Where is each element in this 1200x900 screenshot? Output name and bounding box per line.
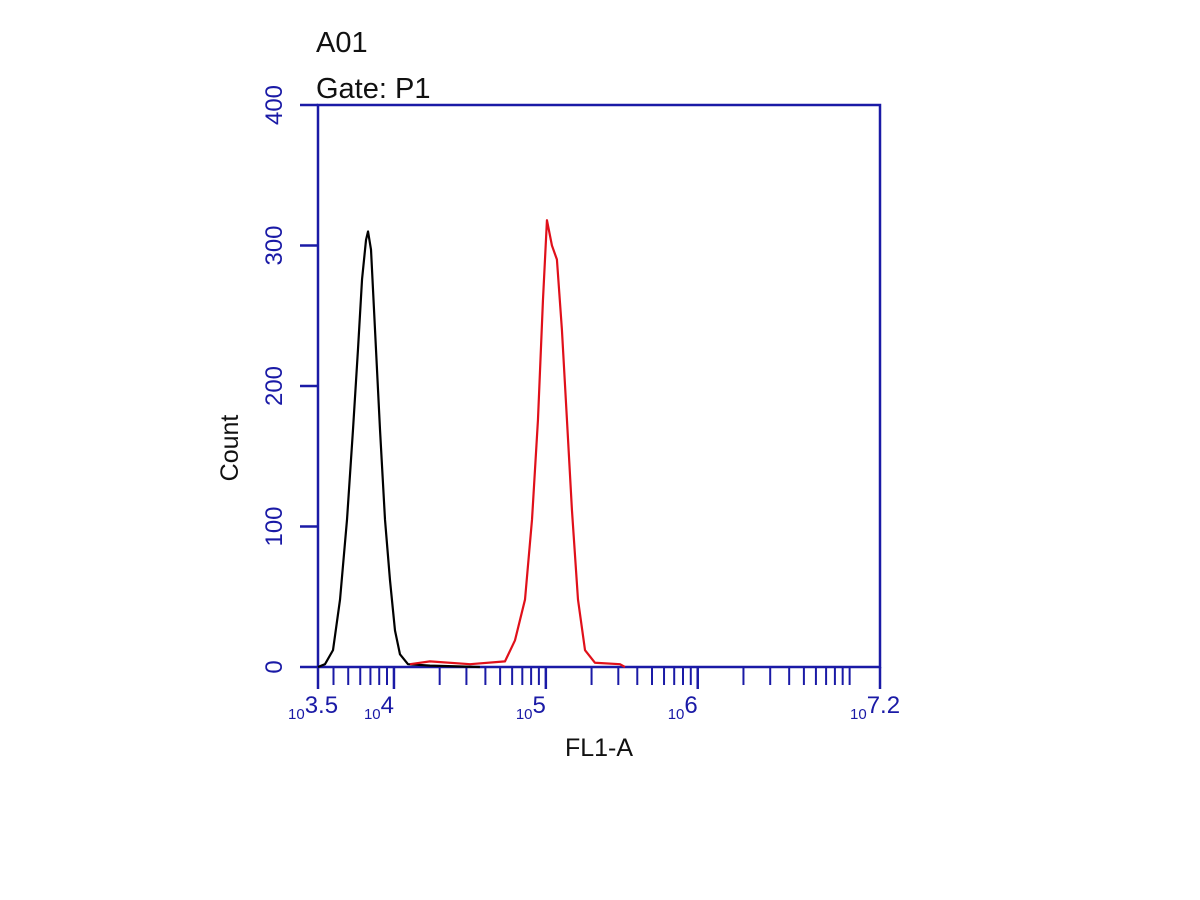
y-tick-label: 300 xyxy=(261,225,288,265)
x-tick-label: 106 xyxy=(668,692,698,723)
y-tick-label: 0 xyxy=(261,660,288,673)
y-tick-label: 200 xyxy=(261,366,288,406)
x-tick-base: 10 xyxy=(516,706,533,723)
x-tick-exponent: 4 xyxy=(381,692,394,719)
x-tick-label: 105 xyxy=(516,692,546,723)
x-tick-exponent: 3.5 xyxy=(305,692,338,719)
x-tick-label: 107.2 xyxy=(850,692,900,723)
x-tick-label: 104 xyxy=(364,692,394,723)
chart-subtitle: Gate: P1 xyxy=(316,73,430,105)
x-tick-base: 10 xyxy=(288,706,305,723)
x-tick-label: 103.5 xyxy=(288,692,338,723)
histogram-line xyxy=(409,219,626,668)
chart-title: A01 xyxy=(316,27,368,59)
x-tick-base: 10 xyxy=(668,706,685,723)
histogram-line xyxy=(317,230,480,669)
x-tick-exponent: 6 xyxy=(684,692,697,719)
x-axis-label: FL1-A xyxy=(565,734,633,762)
x-tick-base: 10 xyxy=(364,706,381,723)
x-tick-exponent: 7.2 xyxy=(867,692,900,719)
y-axis-label: Count xyxy=(216,415,244,482)
x-tick-base: 10 xyxy=(850,706,867,723)
x-tick-exponent: 5 xyxy=(533,692,546,719)
y-tick-label: 400 xyxy=(261,85,288,125)
y-tick-label: 100 xyxy=(261,506,288,546)
